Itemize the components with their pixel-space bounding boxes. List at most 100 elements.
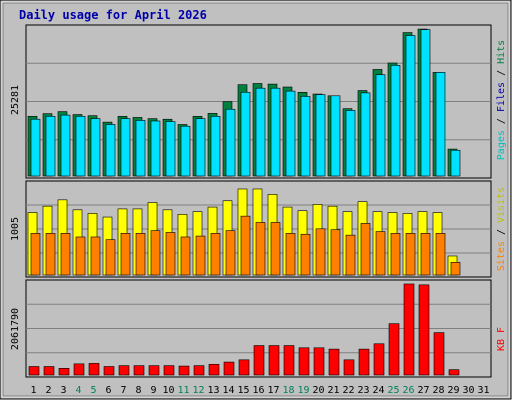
- x-tick-label-day-21: 21: [327, 385, 339, 396]
- files-bar-day-26: [405, 35, 416, 177]
- files-bar-day-12: [195, 118, 206, 177]
- kbytes-bar-day-20: [313, 347, 325, 376]
- panel-2-ymax-label: 1005: [10, 217, 21, 241]
- x-tick-label-day-10: 10: [162, 385, 174, 396]
- chart-panels: [25, 24, 492, 378]
- files-bar-day-6: [105, 124, 116, 177]
- sites-bar-day-29: [450, 262, 461, 276]
- x-tick-label-day-5: 5: [90, 385, 96, 396]
- kbytes-bar-day-27: [418, 284, 430, 376]
- x-tick-label-day-20: 20: [312, 385, 324, 396]
- kbytes-bar-day-26: [403, 283, 415, 376]
- sites-bar-day-19: [300, 233, 311, 276]
- files-bar-day-13: [210, 115, 221, 177]
- kbytes-legend: KB F: [496, 327, 507, 351]
- x-tick-label-day-9: 9: [150, 385, 156, 396]
- sites-bar-day-20: [315, 228, 326, 276]
- kbytes-bar-day-22: [343, 359, 355, 376]
- kbytes-bar-day-10: [163, 365, 175, 376]
- x-tick-label-day-18: 18: [282, 385, 294, 396]
- kbytes-bar-day-19: [298, 347, 310, 376]
- kbytes-bar-day-29: [448, 369, 460, 376]
- x-tick-label-day-31: 31: [477, 385, 489, 396]
- sites-bar-day-27: [420, 233, 431, 276]
- x-tick-label-day-26: 26: [402, 385, 414, 396]
- sites-bar-day-1: [30, 233, 41, 276]
- x-tick-label-day-22: 22: [342, 385, 354, 396]
- x-tick-label-day-24: 24: [372, 385, 384, 396]
- kbytes-bar-day-4: [73, 363, 85, 376]
- kbytes-bar-day-6: [103, 366, 115, 376]
- frame-bevel-dark: [2, 2, 509, 397]
- sites-bar-day-17: [270, 222, 281, 276]
- files-bar-day-17: [270, 87, 281, 177]
- legend-hits: Hits: [496, 40, 507, 64]
- kbytes-bar-day-21: [328, 348, 340, 376]
- x-tick-label-day-2: 2: [45, 385, 51, 396]
- sites-bar-day-23: [360, 223, 371, 276]
- kbytes-bar-day-25: [388, 323, 400, 376]
- files-bar-day-19: [300, 96, 311, 177]
- files-bar-day-22: [345, 110, 356, 177]
- kbytes-bar-day-28: [433, 332, 445, 376]
- sites-bar-day-24: [375, 231, 386, 276]
- x-axis-day-labels: 1 2 3 4 5 6 7 8 9 10 11 12 13 14 15 16 17 18 19 20 21 22 23 24 2…: [30, 385, 489, 396]
- x-tick-label-day-29: 29: [447, 385, 459, 396]
- files-bar-day-14: [225, 108, 236, 177]
- chart-legends: 25281 1005 2061790 Pages / Files / Hits Site…: [10, 40, 507, 351]
- kbytes-bar-day-17: [268, 345, 280, 376]
- kbytes-bar-day-14: [223, 361, 235, 376]
- sites-bar-day-2: [45, 233, 56, 276]
- files-bar-day-3: [60, 114, 71, 177]
- hits-files-pages-legend-separator: /: [496, 112, 507, 130]
- files-bar-day-18: [285, 90, 296, 177]
- sites-visits-legend-separator: /: [496, 223, 507, 241]
- sites-bar-day-7: [120, 233, 131, 276]
- x-tick-label-day-17: 17: [267, 385, 279, 396]
- legend-visits: Visits: [496, 187, 507, 223]
- kbytes-bar-day-1: [28, 366, 40, 376]
- files-bar-day-5: [90, 118, 101, 177]
- kbytes-bar-day-16: [253, 345, 265, 376]
- x-tick-label-day-12: 12: [192, 385, 204, 396]
- kbytes-bar-day-2: [43, 366, 55, 376]
- chart-title: Daily usage for April 2026: [19, 8, 207, 22]
- files-bar-day-11: [180, 125, 191, 177]
- kbytes-bar-day-5: [88, 363, 100, 376]
- files-bar-day-23: [360, 92, 371, 177]
- files-bar-day-28: [435, 72, 446, 177]
- sites-bar-day-21: [330, 229, 341, 276]
- files-bar-day-25: [390, 65, 401, 177]
- sites-bar-day-10: [165, 232, 176, 276]
- sites-bar-day-22: [345, 234, 356, 276]
- files-bar-day-7: [120, 118, 131, 177]
- x-tick-label-day-25: 25: [387, 385, 399, 396]
- hits-files-pages-legend-separator: /: [496, 64, 507, 82]
- files-bar-day-24: [375, 74, 386, 177]
- kbytes-bar-day-23: [358, 348, 370, 376]
- sites-bar-day-11: [180, 236, 191, 276]
- files-bar-day-21: [330, 95, 341, 177]
- sites-bar-day-26: [405, 233, 416, 276]
- kbytes-bar-day-7: [118, 365, 130, 376]
- files-bar-day-16: [255, 87, 266, 177]
- x-tick-label-day-28: 28: [432, 385, 444, 396]
- kbytes-bar-day-9: [148, 365, 160, 376]
- legend-files: Files: [496, 82, 507, 112]
- x-tick-label-day-15: 15: [237, 385, 249, 396]
- files-bar-day-27: [420, 29, 431, 177]
- sites-bar-day-15: [240, 215, 251, 276]
- sites-bar-day-28: [435, 233, 446, 276]
- kbytes-bar-day-8: [133, 365, 145, 376]
- sites-bar-day-8: [135, 233, 146, 276]
- sites-bar-day-25: [390, 233, 401, 276]
- sites-bar-day-9: [150, 230, 161, 276]
- kbytes-bar-day-12: [193, 365, 205, 376]
- x-tick-label-day-30: 30: [462, 385, 474, 396]
- kbytes-bar-day-15: [238, 359, 250, 376]
- files-bar-day-1: [30, 118, 41, 177]
- sites-bar-day-12: [195, 235, 206, 276]
- x-tick-label-day-23: 23: [357, 385, 369, 396]
- hits-files-pages-legend: Pages / Files / Hits: [496, 40, 507, 160]
